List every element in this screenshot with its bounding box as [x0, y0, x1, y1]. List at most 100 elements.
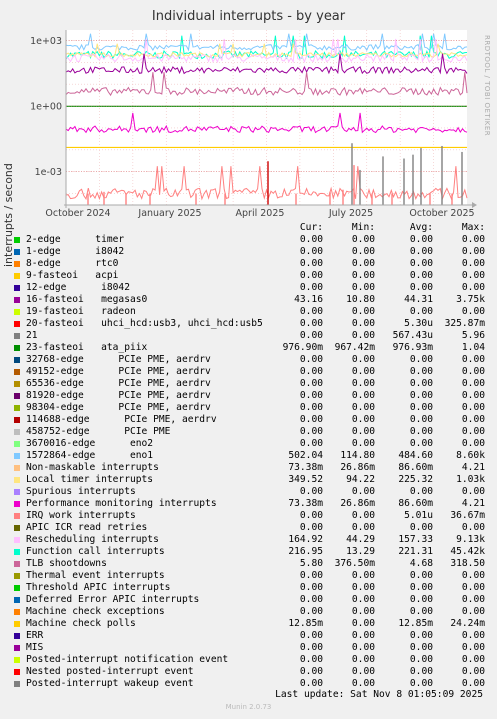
- legend-min: 0.00: [351, 582, 375, 593]
- legend-max: 0.00: [461, 390, 485, 401]
- legend-min: 0.00: [351, 366, 375, 377]
- legend-cur: 0.00: [299, 234, 323, 245]
- legend-avg: 157.33: [398, 534, 433, 545]
- legend-swatch: [14, 393, 20, 399]
- legend-row: 32768-edge PCIe PME, aerdrv 0.00 0.00 0.00 0…: [10, 354, 490, 366]
- legend-row: 2-edge timer 0.00 0.00 0.00 0.00: [10, 234, 490, 246]
- legend-row: TLB shootdowns 5.80 376.50m 4.68 318.50: [10, 558, 490, 570]
- legend-max: 0.00: [461, 306, 485, 317]
- legend-min: 13.29: [346, 546, 375, 557]
- legend-min: 0.00: [351, 510, 375, 521]
- legend-avg: 0.00: [409, 270, 433, 281]
- legend-max: 1.04: [461, 342, 485, 353]
- legend-avg: 0.00: [409, 366, 433, 377]
- x-ticks: October 2024 January 2025 April 2025 July 2…: [45, 208, 474, 219]
- legend-max: 0.00: [461, 258, 485, 269]
- legend-swatch: [14, 501, 20, 507]
- legend-series-name: 19-fasteoi radeon: [26, 306, 136, 317]
- legend-series-name: TLB shootdowns: [26, 558, 107, 569]
- legend-cur: 0.00: [299, 630, 323, 641]
- chart-title: Individual interrupts - by year: [151, 9, 346, 24]
- legend-row: Local timer interrupts 349.52 94.22 225.32 1…: [10, 474, 490, 486]
- legend-cur: 0.00: [299, 414, 323, 425]
- legend-header-min: Min:: [351, 222, 375, 233]
- legend-cur: 12.85m: [288, 618, 323, 629]
- legend-row: 98304-edge PCIe PME, aerdrv 0.00 0.00 0.00 0…: [10, 402, 490, 414]
- legend-swatch: [14, 633, 20, 639]
- legend-header-avg: Avg:: [409, 222, 433, 233]
- legend-row: Rescheduling interrupts 164.92 44.29 157.33…: [10, 534, 490, 546]
- rrdtool-side-label: RRDTOOL / TOBI OETIKER: [483, 35, 491, 137]
- legend-max: 5.96: [461, 330, 485, 341]
- legend-row: Machine check polls 12.85m 0.00 12.85m 24.24…: [10, 618, 490, 630]
- x-tick-label: July 2025: [328, 208, 373, 219]
- legend-swatch: [14, 597, 20, 603]
- y-tick-label: 1e+00: [30, 102, 62, 113]
- legend-row: MIS 0.00 0.00 0.00 0.00: [10, 642, 490, 654]
- legend-cur: 0.00: [299, 594, 323, 605]
- legend-avg: 86.60m: [398, 498, 433, 509]
- legend-row: 1572864-edge eno1 502.04 114.80 484.60 8.60k: [10, 450, 490, 462]
- legend-max: 325.87m: [444, 318, 485, 329]
- legend-swatch: [14, 513, 20, 519]
- legend-max: 4.21: [461, 498, 485, 509]
- legend-cur: 0.00: [299, 678, 323, 689]
- legend-cur: 349.52: [288, 474, 323, 485]
- legend-avg: 225.32: [398, 474, 433, 485]
- legend-series-name: 9-fasteoi acpi: [26, 270, 119, 281]
- legend-cur: 0.00: [299, 522, 323, 533]
- legend-swatch: [14, 237, 20, 243]
- legend-avg: 0.00: [409, 522, 433, 533]
- legend-series-name: Posted-interrupt notification event: [26, 654, 229, 665]
- legend-row: 8-edge rtc0 0.00 0.00 0.00 0.00: [10, 258, 490, 270]
- legend-row: Spurious interrupts 0.00 0.00 0.00 0.00: [10, 486, 490, 498]
- legend-row: 19-fasteoi radeon 0.00 0.00 0.00 0.00: [10, 306, 490, 318]
- legend-swatch: [14, 573, 20, 579]
- legend-row: Posted-interrupt wakeup event 0.00 0.00 0.0…: [10, 678, 490, 690]
- x-tick-label: October 2025: [409, 208, 474, 219]
- legend-max: 0.00: [461, 270, 485, 281]
- legend-series-name: Performance monitoring interrupts: [26, 498, 217, 509]
- legend-swatch: [14, 657, 20, 663]
- legend-avg: 0.00: [409, 666, 433, 677]
- legend-avg: 0.00: [409, 582, 433, 593]
- x-tick-label: January 2025: [137, 208, 201, 219]
- legend-avg: 0.00: [409, 234, 433, 245]
- legend-cur: 0.00: [299, 390, 323, 401]
- legend-avg: 0.00: [409, 402, 433, 413]
- legend-avg: 0.00: [409, 642, 433, 653]
- legend-swatch: [14, 549, 20, 555]
- legend-max: 0.00: [461, 282, 485, 293]
- last-update: Last update: Sat Nov 8 01:05:09 2025: [275, 689, 483, 700]
- series-line: [65, 33, 468, 52]
- legend-swatch: [14, 357, 20, 363]
- legend-row: 49152-edge PCIe PME, aerdrv 0.00 0.00 0.00 0…: [10, 366, 490, 378]
- legend-row: Nested posted-interrupt event 0.00 0.00 0.0…: [10, 666, 490, 678]
- legend-min: 0.00: [351, 318, 375, 329]
- legend-swatch: [14, 681, 20, 687]
- legend-avg: 0.00: [409, 258, 433, 269]
- legend-row: Thermal event interrupts 0.00 0.00 0.00 0.00: [10, 570, 490, 582]
- legend-cur: 0.00: [299, 330, 323, 341]
- legend-max: 0.00: [461, 678, 485, 689]
- series-group: [65, 33, 468, 201]
- legend-cur: 216.95: [288, 546, 323, 557]
- legend-swatch: [14, 297, 20, 303]
- legend-min: 0.00: [351, 390, 375, 401]
- legend-series-name: 3670016-edge eno2: [26, 438, 154, 449]
- legend-min: 0.00: [351, 522, 375, 533]
- legend-max: 0.00: [461, 570, 485, 581]
- legend-max: 0.00: [461, 642, 485, 653]
- legend-series-name: 2-edge timer: [26, 234, 125, 245]
- legend-cur: 0.00: [299, 426, 323, 437]
- legend-row: 9-fasteoi acpi 0.00 0.00 0.00 0.00: [10, 270, 490, 282]
- legend-series-name: Deferred Error APIC interrupts: [26, 594, 200, 605]
- legend-swatch: [14, 309, 20, 315]
- legend-series-name: 23-fasteoi ata_piix: [26, 342, 148, 353]
- legend-row: 114688-edge PCIe PME, aerdrv 0.00 0.00 0.00…: [10, 414, 490, 426]
- legend-series-name: 12-edge i8042: [26, 282, 130, 293]
- legend-row: 65536-edge PCIe PME, aerdrv 0.00 0.00 0.00 0…: [10, 378, 490, 390]
- legend-avg: 5.01u: [404, 510, 433, 521]
- legend-series-name: Machine check polls: [26, 618, 136, 629]
- legend-min: 0.00: [351, 414, 375, 425]
